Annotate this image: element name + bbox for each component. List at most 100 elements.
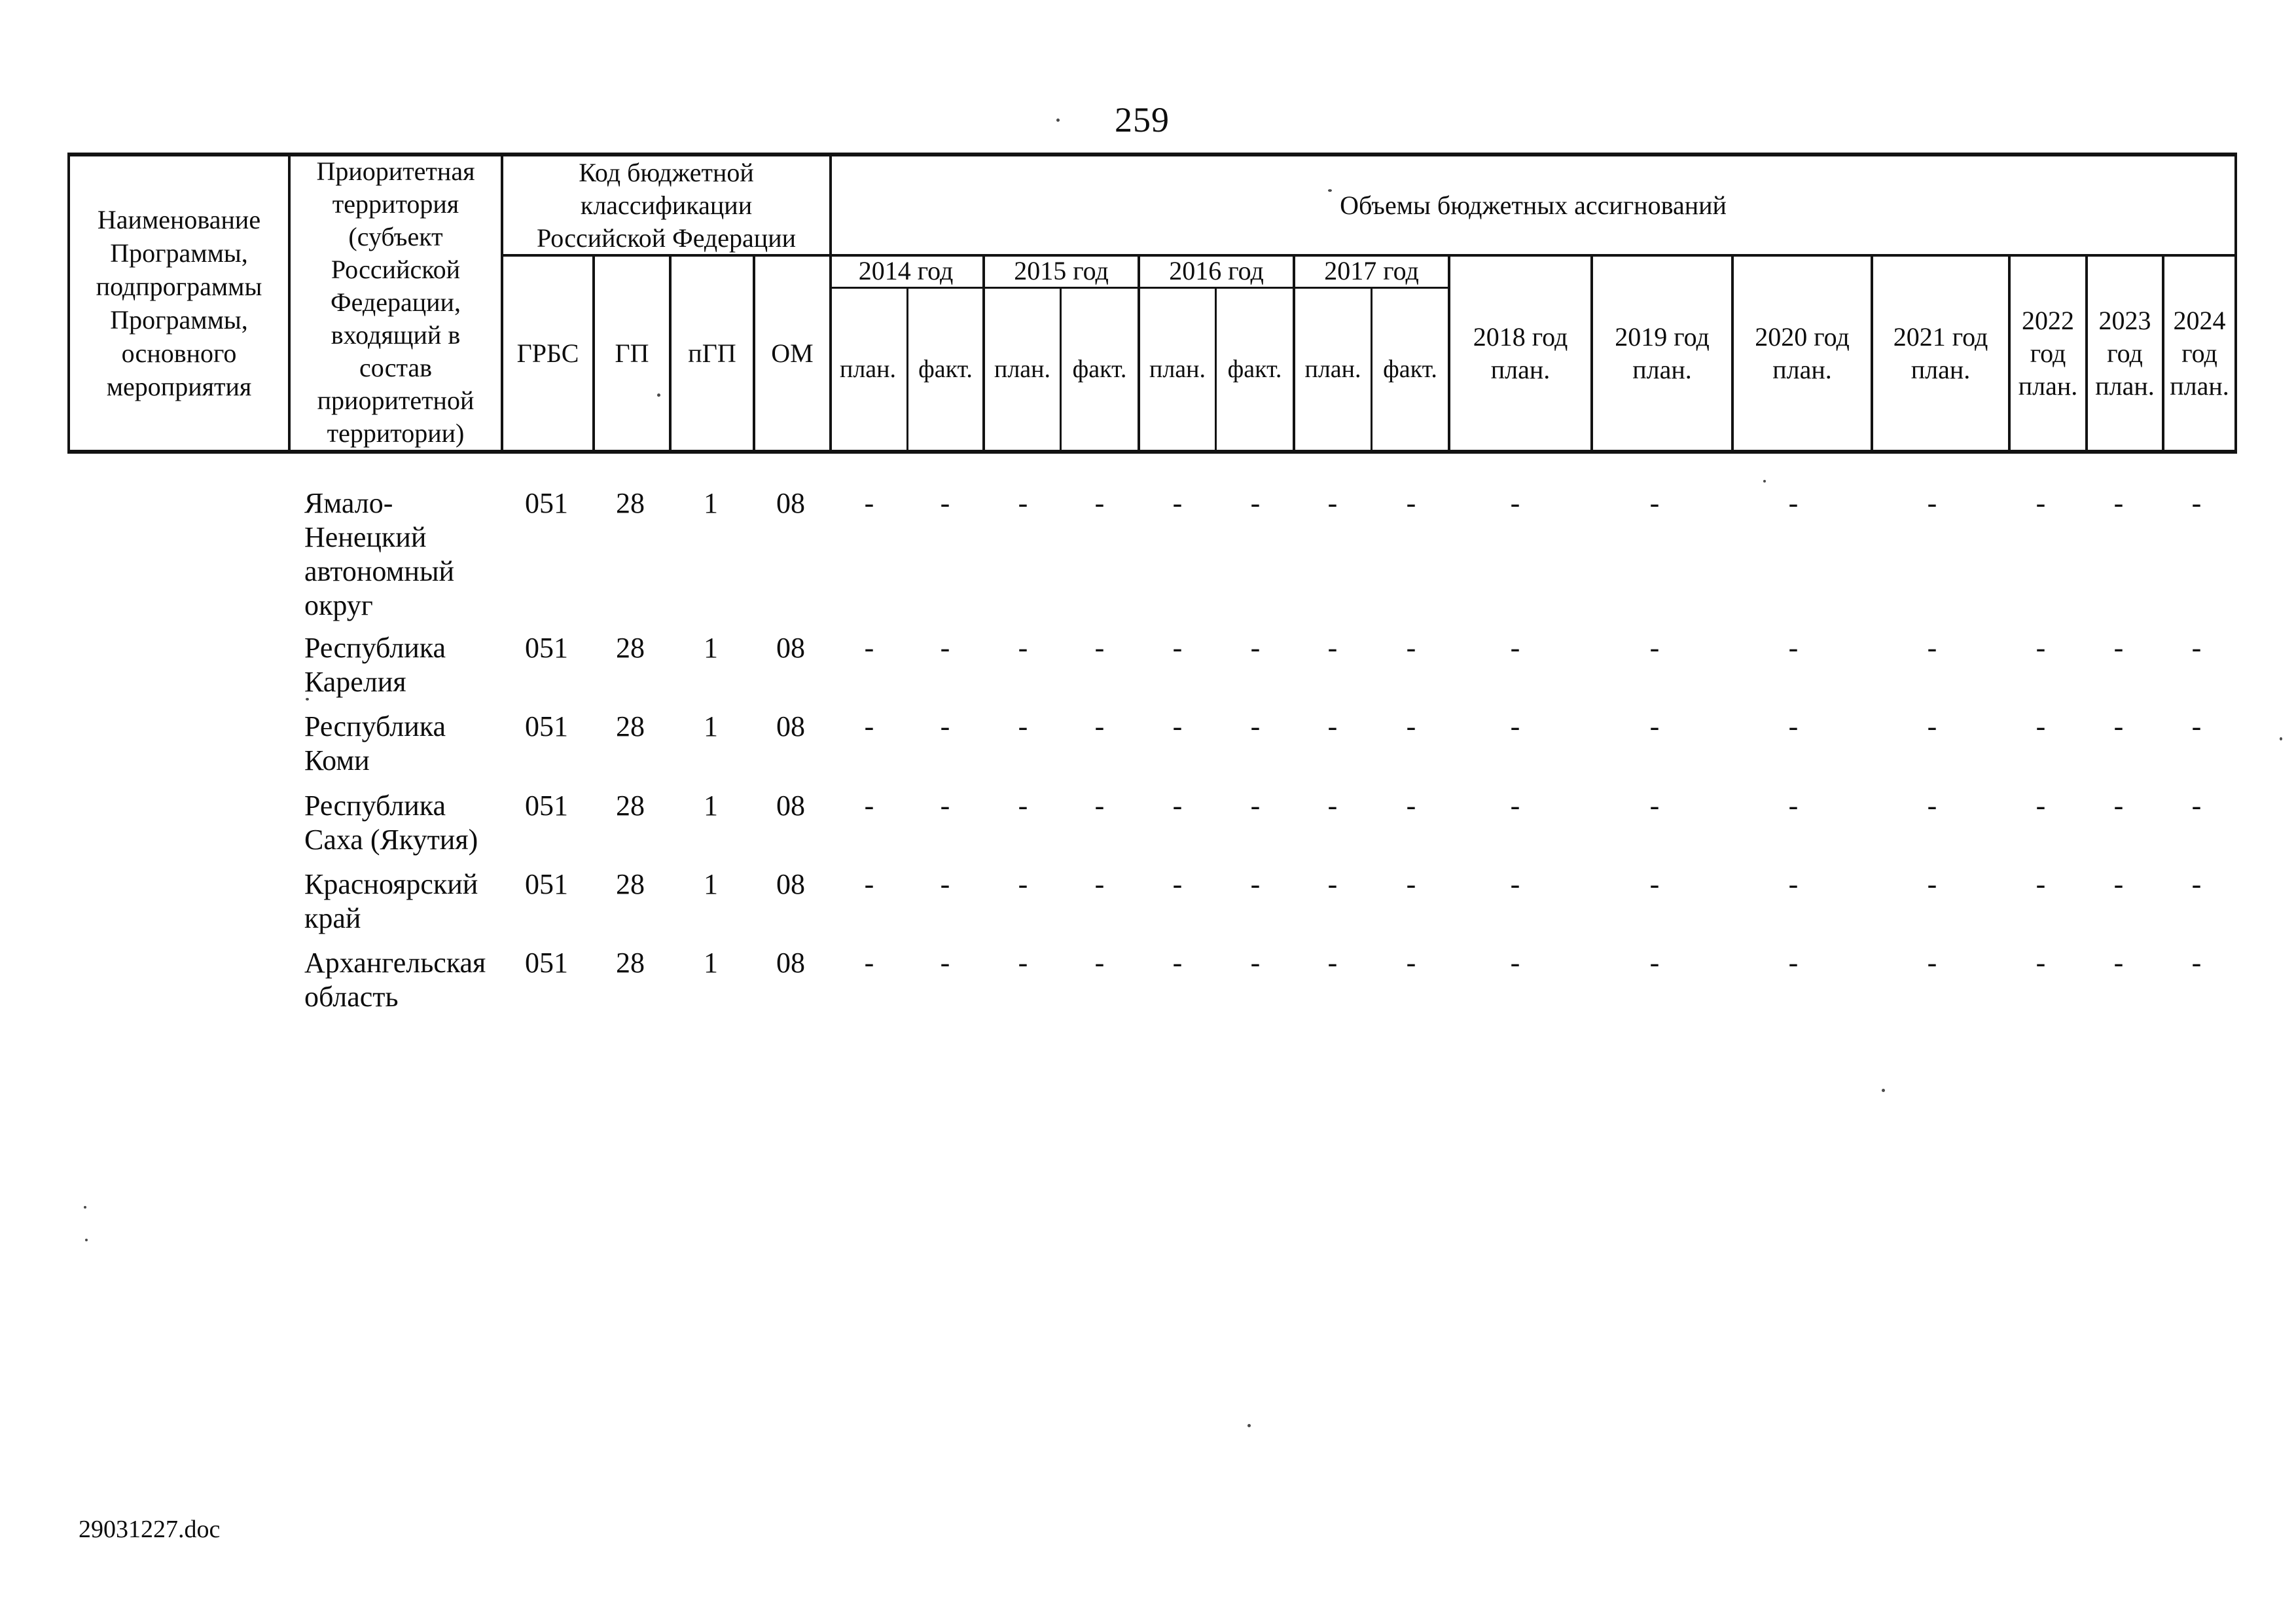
grid-line-vertical	[592, 254, 595, 452]
code-grbs: 051	[525, 790, 568, 822]
amount-cell: -	[2036, 710, 2046, 742]
header-line: факт.	[918, 356, 973, 383]
code-gp: 28	[616, 947, 645, 979]
code-grbs: 051	[525, 632, 568, 664]
header-line: план.	[1632, 354, 1692, 384]
header-year-2024-plan: 2024 год план.	[2164, 257, 2234, 450]
amount-cell: -	[1172, 947, 1183, 979]
amount-cell: -	[1094, 947, 1105, 979]
territory-line: Архангельская	[304, 947, 486, 979]
header-fact-2015: факт.	[1062, 289, 1138, 450]
header-line: план.	[2095, 371, 2155, 401]
amount-cell: -	[1172, 632, 1183, 664]
amount-cell: -	[1510, 710, 1520, 742]
header-line: год	[2107, 338, 2143, 368]
territory-line: Ненецкий	[304, 521, 427, 553]
amount-cell: -	[1927, 487, 1937, 519]
header-line: план.	[1910, 354, 1971, 384]
amount-cell: -	[1510, 947, 1520, 979]
territory-name: Республика Коми	[304, 710, 520, 778]
header-line: Российской	[331, 255, 461, 284]
header-line: факт.	[1383, 356, 1437, 383]
amount-cell: -	[2113, 710, 2124, 742]
header-line: Наименование	[97, 205, 261, 234]
header-line: ГРБС	[516, 338, 579, 368]
grid-line-vertical	[2085, 254, 2088, 452]
code-grbs: 051	[525, 947, 568, 979]
amount-cell: -	[1018, 487, 1028, 519]
header-cell-gp: ГП	[595, 257, 669, 450]
header-fact-2017: факт.	[1372, 289, 1448, 450]
amount-cell: -	[2036, 947, 2046, 979]
grid-line-vertical	[288, 153, 291, 452]
table-top-rule	[67, 153, 2237, 156]
territory-name: Республика Карелия	[304, 631, 520, 699]
amount-cell: -	[1018, 632, 1028, 664]
amount-cell: -	[1172, 710, 1183, 742]
code-pgp: 1	[704, 868, 718, 900]
grid-line-vertical	[829, 153, 832, 452]
header-cell-volumes-title: Объемы бюджетных ассигнований	[832, 156, 2234, 254]
scan-speck	[1328, 189, 1332, 192]
grid-line-vertical	[2162, 254, 2164, 452]
header-line: 2020 год	[1755, 321, 1850, 352]
header-line: состав	[359, 353, 433, 382]
amount-cell: -	[1649, 868, 1660, 900]
territory-name: Архангельская область	[304, 946, 520, 1014]
amount-cell: -	[940, 710, 950, 742]
amount-cell: -	[2113, 632, 2124, 664]
amount-cell: -	[2036, 868, 2046, 900]
amount-cell: -	[864, 947, 874, 979]
footer-filename: 29031227.doc	[79, 1516, 221, 1543]
scan-speck	[657, 393, 660, 397]
table-right-border	[2234, 153, 2237, 452]
amount-cell: -	[940, 632, 950, 664]
scan-speck	[1763, 480, 1766, 483]
header-line: факт.	[1227, 356, 1282, 383]
table-row: Республика Саха (Якутия) 051 28 1 08- - - - - - - - -…	[0, 789, 2296, 939]
amount-cell: -	[1094, 632, 1105, 664]
header-cell-budget-code: Код бюджетной классификации Российской Ф…	[503, 156, 829, 254]
header-line: мероприятия	[106, 372, 252, 401]
amount-cell: -	[1927, 710, 1937, 742]
amount-cell: -	[1927, 632, 1937, 664]
header-line: Приоритетная	[316, 156, 475, 186]
amount-cell: -	[2191, 487, 2202, 519]
header-plan-2017: план.	[1295, 289, 1371, 450]
header-line: 2016 год	[1169, 256, 1264, 285]
amount-cell: -	[1018, 710, 1028, 742]
grid-line-vertical	[1293, 254, 1295, 452]
code-gp: 28	[616, 868, 645, 900]
table-row: Архангельская область 051 28 1 08- - - - - - - - - - - -…	[0, 946, 2296, 1097]
header-line: классификации	[580, 190, 753, 220]
amount-cell: -	[1094, 710, 1105, 742]
grid-line-vertical	[1590, 254, 1593, 452]
amount-cell: -	[1172, 790, 1183, 822]
header-line: территория	[332, 189, 459, 219]
header-year-2018-plan: 2018 год план.	[1450, 257, 1590, 450]
territory-line: Ямало-	[304, 487, 393, 519]
amount-cell: -	[1327, 790, 1338, 822]
amount-cell: -	[2191, 632, 2202, 664]
amount-cell: -	[2113, 868, 2124, 900]
amount-cell: -	[1094, 868, 1105, 900]
amount-cell: -	[2113, 487, 2124, 519]
amount-cell: -	[1927, 868, 1937, 900]
amount-cell: -	[864, 632, 874, 664]
amount-cell: -	[2191, 947, 2202, 979]
scan-speck	[1056, 119, 1060, 122]
amount-cell: -	[1649, 790, 1660, 822]
table-left-border	[67, 153, 70, 452]
header-line: план.	[1149, 356, 1206, 383]
amount-cell: -	[2036, 632, 2046, 664]
code-om: 08	[776, 487, 805, 519]
amount-cell: -	[1327, 632, 1338, 664]
amount-cell: -	[1406, 868, 1416, 900]
header-plan-2015: план.	[985, 289, 1060, 450]
amount-cell: -	[2191, 710, 2202, 742]
header-line: Программы,	[110, 238, 248, 268]
amount-cell: -	[1018, 947, 1028, 979]
territory-name: Красноярский край	[304, 867, 520, 936]
amount-cell: -	[1649, 632, 1660, 664]
header-line: план.	[839, 356, 896, 383]
